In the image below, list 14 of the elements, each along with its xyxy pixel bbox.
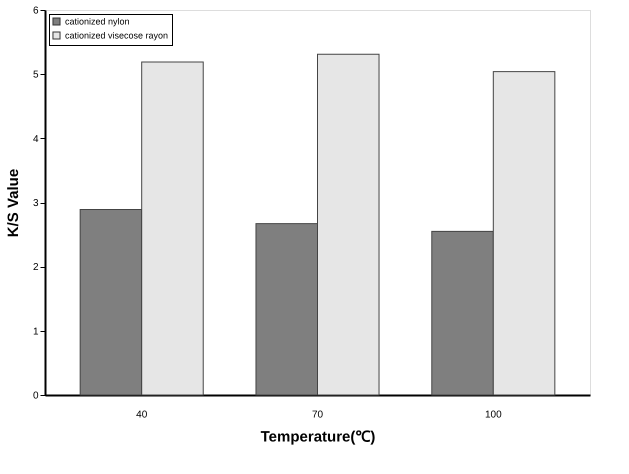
x-axis-title: Temperature(℃) — [260, 428, 376, 446]
y-tick-label: 2 — [32, 262, 39, 274]
legend-label: cationized visecose rayon — [65, 30, 168, 40]
y-tick-label: 4 — [32, 134, 39, 145]
y-tick-label: 1 — [32, 326, 39, 338]
legend-label: cationized nylon — [65, 16, 130, 26]
y-axis-title: K/S Value — [4, 168, 22, 238]
x-tick-label: 40 — [136, 410, 148, 420]
x-tick-label: 100 — [484, 410, 502, 420]
y-tick-label: 0 — [32, 390, 39, 402]
y-tick-label: 5 — [32, 70, 39, 81]
x-tick-label: 70 — [312, 410, 324, 420]
y-tick-label: 6 — [32, 6, 39, 16]
y-tick-label: 3 — [32, 198, 39, 209]
